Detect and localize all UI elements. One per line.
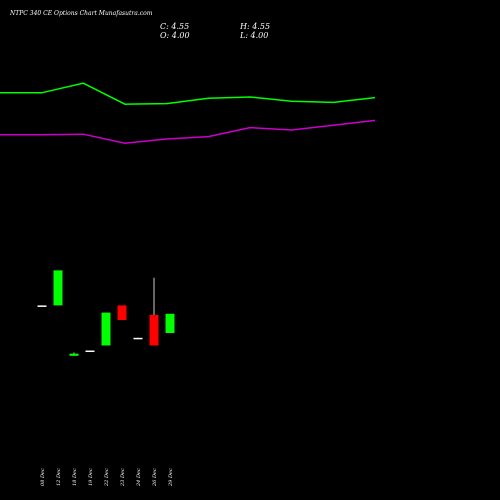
candle-body-9 [165, 313, 175, 333]
x-tick-label-4: 19 Dec [88, 468, 94, 486]
x-tick-label-5: 22 Dec [104, 468, 110, 487]
candle-body-6 [117, 305, 127, 321]
x-tick-label-2: 12 Dec [56, 468, 62, 486]
chart-title: NTPC 340 CE Options Chart Munafasutra.co… [10, 10, 153, 17]
high-value: H: 4.55 [240, 22, 271, 31]
x-tick-label-9: 29 Dec [168, 468, 174, 487]
x-tick-label-6: 23 Dec [120, 468, 126, 487]
series-line-2 [0, 119, 376, 144]
x-tick-label-3: 18 Dec [72, 468, 78, 486]
candle-body-1 [37, 305, 47, 307]
x-tick-label-8: 26 Dec [152, 468, 158, 487]
x-tick-label-1: 08 Dec [40, 468, 46, 486]
candle-body-3 [69, 353, 79, 356]
low-value: L: 4.00 [240, 31, 269, 40]
close-value: C: 4.55 [160, 22, 190, 31]
series-line-1 [0, 82, 376, 105]
open-value: O: 4.00 [160, 31, 190, 40]
candle-body-2 [53, 270, 63, 306]
candle-body-4 [85, 350, 95, 353]
candle-body-7 [133, 337, 143, 340]
candle-body-8 [149, 315, 159, 346]
x-tick-label-7: 24 Dec [136, 468, 142, 487]
candle-body-5 [101, 312, 111, 346]
